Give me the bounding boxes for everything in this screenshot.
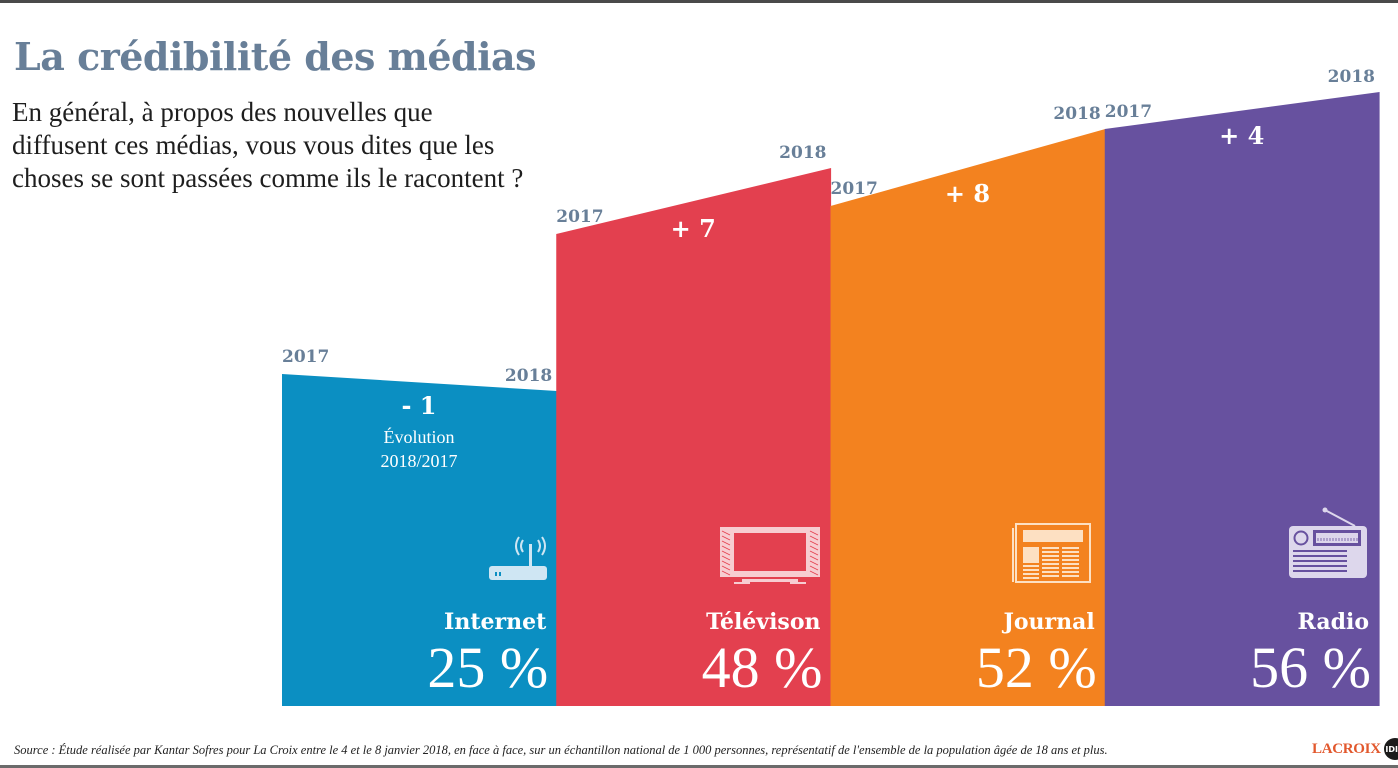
evolution-caption-years: 2018/2017 [380,451,457,471]
evolution-label: - 1 [401,391,436,420]
category-label: Internet [444,609,547,635]
year-label-2018: 2018 [779,143,826,163]
year-label-2017: 2017 [1105,102,1152,122]
bar-internet [282,374,557,706]
category-label: Journal [1001,609,1094,635]
year-label-2018: 2018 [1328,67,1375,87]
value-label: 48 % [702,635,823,700]
radio-icon [1289,507,1367,578]
value-label: 52 % [976,635,1097,700]
chart-subtitle: En général, à propos des nouvelles que d… [12,97,524,193]
year-label-2017: 2017 [831,179,878,199]
evolution-label: + 7 [671,214,716,243]
evolution-label: + 8 [945,179,990,208]
idix-badge: IDIX [1383,738,1398,760]
newspaper-icon [1012,523,1091,583]
year-label-2017: 2017 [556,207,603,227]
value-label: 56 % [1250,635,1371,700]
value-label: 25 % [427,635,548,700]
year-label-2017: 2017 [282,347,329,367]
logo-text: LACROIX [1312,740,1381,757]
evolution-caption: Évolution [384,426,455,447]
source-note: Source : Étude réalisée par Kantar Sofre… [14,743,1108,757]
chart-title: La crédibilité des médias [14,34,537,79]
la-croix-logo: LACROIX IDIX [1312,738,1398,760]
router-body [489,566,547,580]
bottom-rule [0,765,1398,768]
year-label-2018: 2018 [505,366,552,386]
television-icon [720,527,820,584]
evolution-label: + 4 [1219,121,1264,150]
category-label: Radio [1298,609,1369,635]
router-icon [489,536,547,580]
year-label-2018: 2018 [1053,104,1100,124]
top-rule [0,0,1398,3]
category-label: Télévison [706,609,820,635]
bar-group-internet: 2017 2018 - 1 Évolution 2018/2017 Internet25 … [282,347,557,706]
